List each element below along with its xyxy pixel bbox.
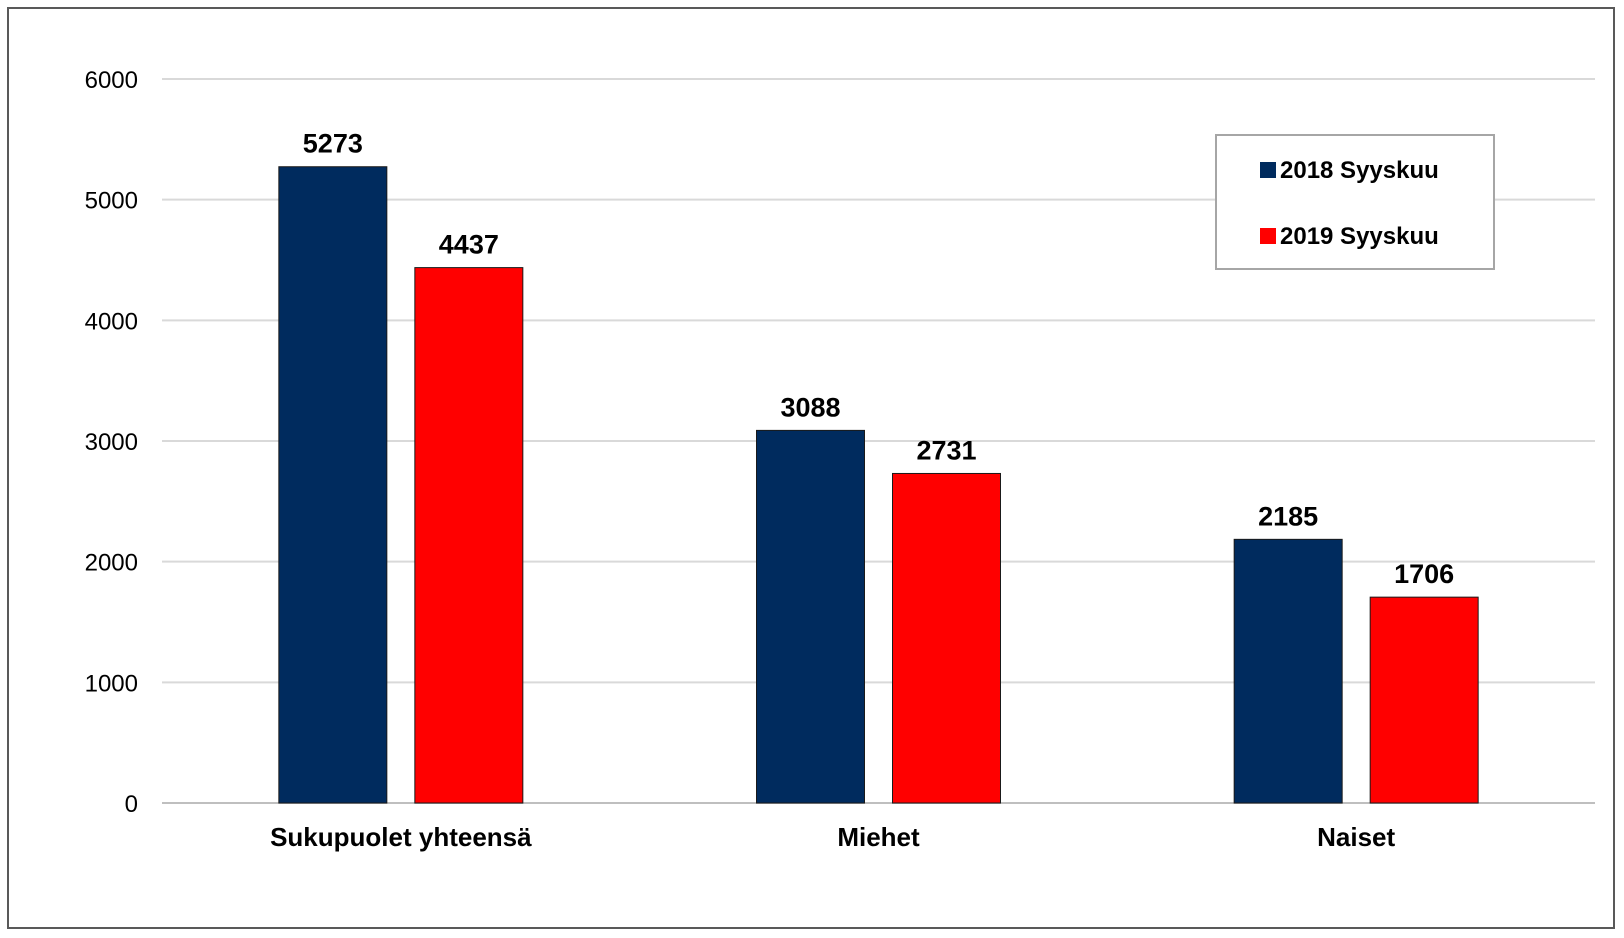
bar-series2 xyxy=(1369,596,1479,804)
y-tick-label: 5000 xyxy=(85,188,138,215)
y-tick-label: 0 xyxy=(125,791,138,818)
legend: 2018 Syyskuu 2019 Syyskuu xyxy=(1215,134,1495,270)
bar-series1 xyxy=(1233,538,1343,804)
legend-box xyxy=(1215,134,1495,270)
y-tick-label: 3000 xyxy=(85,429,138,456)
data-label: 1706 xyxy=(1394,559,1454,589)
bar-series1 xyxy=(756,429,865,804)
category-label: Miehet xyxy=(837,822,920,852)
data-label: 5273 xyxy=(303,129,363,159)
category-label: Sukupuolet yhteensä xyxy=(270,822,532,852)
bar-series1 xyxy=(278,166,388,804)
data-label: 2185 xyxy=(1258,501,1318,531)
category-labels: Sukupuolet yhteensä Miehet Naiset xyxy=(270,822,1395,852)
bar-series2 xyxy=(414,267,524,804)
data-label: 3088 xyxy=(780,392,840,422)
data-label: 2731 xyxy=(916,435,976,465)
bars xyxy=(278,166,1479,804)
y-tick-label: 2000 xyxy=(85,550,138,577)
y-tick-label: 4000 xyxy=(85,308,138,335)
legend-swatch xyxy=(1260,162,1276,178)
data-labels: 5273 4437 3088 2731 2185 1706 xyxy=(303,129,1454,589)
bar-series2 xyxy=(892,472,1001,804)
y-tick-label: 1000 xyxy=(85,670,138,697)
data-label: 4437 xyxy=(439,230,499,260)
y-axis-ticks: 0 1000 2000 3000 4000 5000 6000 xyxy=(85,67,138,818)
category-label: Naiset xyxy=(1317,822,1395,852)
y-tick-label: 6000 xyxy=(85,67,138,94)
legend-label: 2018 Syyskuu xyxy=(1280,157,1439,184)
legend-label: 2019 Syyskuu xyxy=(1280,223,1439,250)
legend-swatch xyxy=(1260,228,1276,244)
